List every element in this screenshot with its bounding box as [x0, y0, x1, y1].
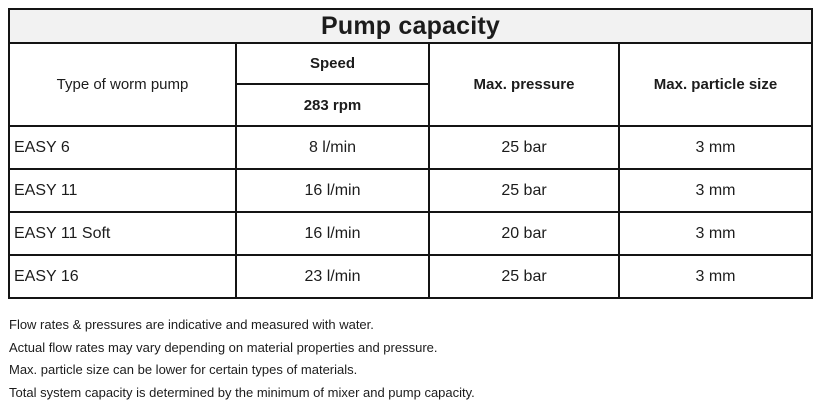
footnote-line: Total system capacity is determined by t…: [9, 384, 475, 400]
cell-pressure: 25 bar: [428, 125, 620, 170]
cell-particle-size: 3 mm: [618, 211, 813, 256]
cell-speed: 16 l/min: [235, 168, 430, 213]
table-row: EASY 11 16 l/min 25 bar 3 mm: [8, 168, 813, 213]
cell-particle-size: 3 mm: [618, 168, 813, 213]
cell-pump-type: EASY 6: [8, 125, 237, 170]
cell-pressure: 25 bar: [428, 168, 620, 213]
cell-pressure: 25 bar: [428, 254, 620, 299]
table-row: EASY 11 Soft 16 l/min 20 bar 3 mm: [8, 211, 813, 256]
table-row: EASY 16 23 l/min 25 bar 3 mm: [8, 254, 813, 299]
cell-pump-type: EASY 11 Soft: [8, 211, 237, 256]
header-row-sub: 283 rpm: [9, 83, 812, 127]
header-row-top: Type of worm pump Speed Max. pressure Ma…: [8, 42, 813, 127]
column-header-particle-size: Max. particle size: [618, 42, 813, 127]
page-title: Pump capacity: [8, 8, 813, 44]
table-title-row: Pump capacity: [8, 8, 813, 44]
cell-particle-size: 3 mm: [618, 254, 813, 299]
cell-pressure: 20 bar: [428, 211, 620, 256]
cell-speed: 16 l/min: [235, 211, 430, 256]
column-header-pressure: Max. pressure: [428, 42, 620, 127]
pump-capacity-table: Pump capacity Type of worm pump Speed Ma…: [8, 8, 813, 299]
column-header-type: Type of worm pump: [8, 42, 237, 127]
cell-pump-type: EASY 16: [8, 254, 237, 299]
footnote-line: Actual flow rates may vary depending on …: [9, 339, 438, 355]
cell-speed: 8 l/min: [235, 125, 430, 170]
footnote-line: Max. particle size can be lower for cert…: [9, 362, 358, 377]
table-row: EASY 6 8 l/min 25 bar 3 mm: [8, 125, 813, 170]
footnote-line: Flow rates & pressures are indicative an…: [9, 317, 374, 332]
cell-particle-size: 3 mm: [618, 125, 813, 170]
footnotes: Flow rates & pressures are indicative an…: [9, 314, 812, 401]
column-header-speed-rpm: 283 rpm: [235, 83, 430, 127]
column-header-speed: Speed: [235, 42, 430, 85]
cell-speed: 23 l/min: [235, 254, 430, 299]
cell-pump-type: EASY 11: [8, 168, 237, 213]
